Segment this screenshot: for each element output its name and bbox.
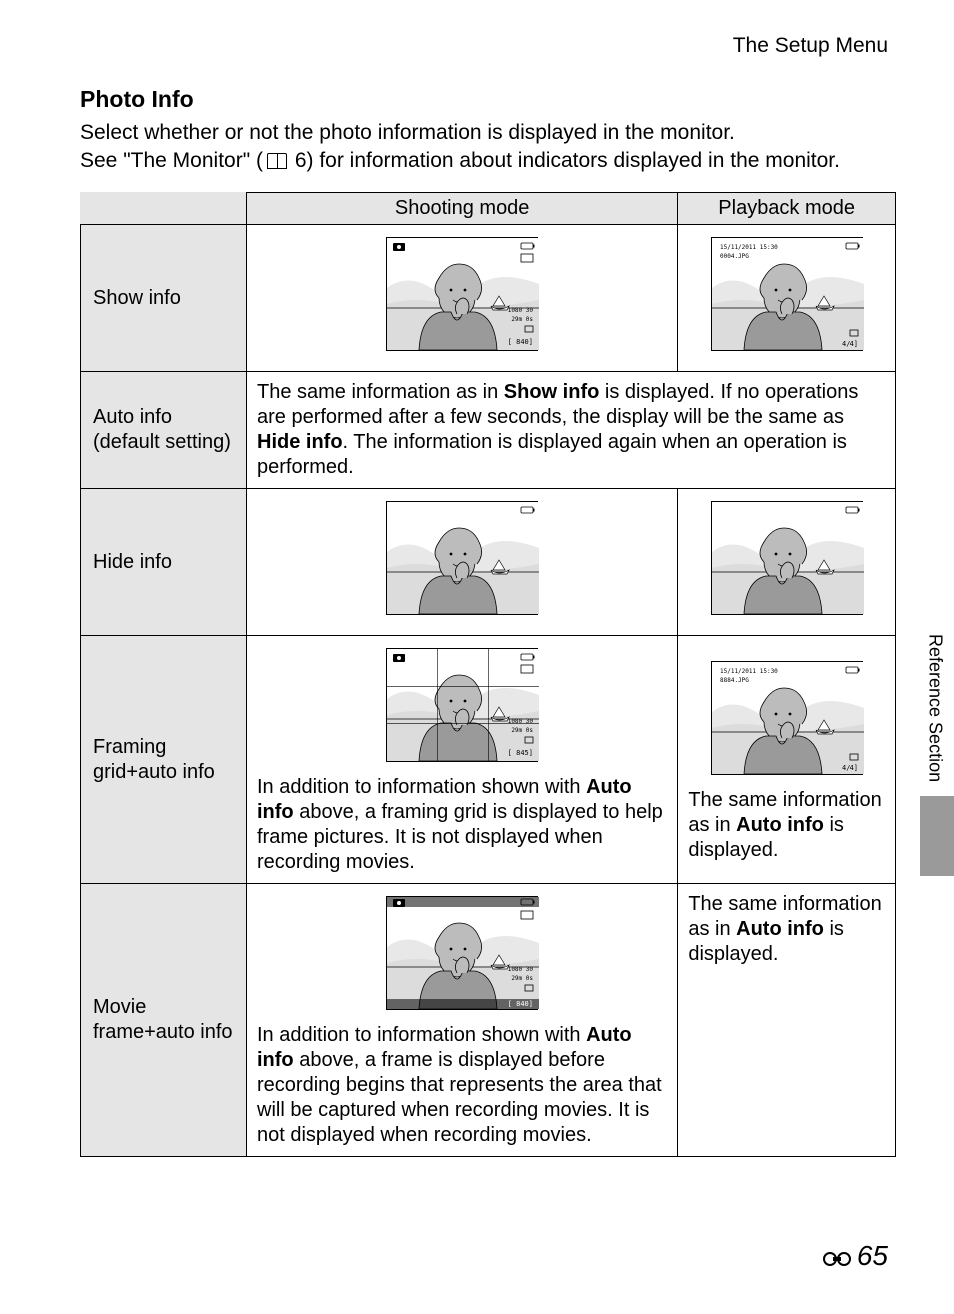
thumb-hide-play bbox=[711, 501, 863, 615]
thumb-hide-shoot bbox=[386, 501, 538, 615]
svg-text:8884.JPG: 8884.JPG bbox=[720, 677, 749, 684]
row-framing-label: Framing grid+auto info bbox=[81, 636, 247, 884]
svg-text:4]: 4] bbox=[849, 764, 857, 772]
hide-info-playback bbox=[678, 488, 896, 636]
intro-line1: Select whether or not the photo informat… bbox=[80, 121, 735, 144]
svg-text:29m 0s: 29m 0s bbox=[511, 727, 533, 734]
row-auto-info-label: Auto info (default setting) bbox=[81, 372, 247, 488]
thumb-show-shoot: 1080 30 29m 0s [ 840] bbox=[386, 237, 538, 351]
svg-text:1080 30: 1080 30 bbox=[508, 718, 534, 725]
movie-shooting: 1080 30 29m 0s [ 840] In addition to inf… bbox=[247, 884, 678, 1157]
mv-l1: Movie bbox=[93, 996, 146, 1018]
row-movie-label: Movie frame+auto info bbox=[81, 884, 247, 1157]
svg-text:[ 840]: [ 840] bbox=[508, 338, 533, 346]
col-playback: Playback mode bbox=[678, 192, 896, 224]
thumb-framing-play: 15/11/2011 15:30 8884.JPG 4/ 4] bbox=[711, 661, 863, 775]
framing-playback: 15/11/2011 15:30 8884.JPG 4/ 4] The same… bbox=[678, 636, 896, 884]
side-block bbox=[920, 796, 954, 876]
col-shooting: Shooting mode bbox=[247, 192, 678, 224]
auto-info-text: The same information as in Show info is … bbox=[247, 372, 896, 488]
auto-l2: (default setting) bbox=[93, 431, 231, 453]
svg-text:1080 30: 1080 30 bbox=[508, 307, 534, 314]
thumb-framing-shoot: 1080 30 29m 0s [ 845] bbox=[386, 648, 538, 762]
svg-text:29m 0s: 29m 0s bbox=[511, 316, 533, 323]
page-icon bbox=[823, 1249, 853, 1269]
intro-line2a: See "The Monitor" ( bbox=[80, 149, 263, 172]
svg-text:[ 845]: [ 845] bbox=[508, 749, 533, 757]
framing-play-caption: The same information as in Auto info is … bbox=[688, 788, 885, 863]
options-table: Shooting mode Playback mode Show info 10… bbox=[80, 192, 896, 1157]
svg-text:[ 840]: [ 840] bbox=[508, 1000, 533, 1008]
fr-l1: Framing bbox=[93, 736, 166, 758]
section-header: The Setup Menu bbox=[80, 34, 896, 58]
thumb-show-play: 15/11/2011 15:30 0004.JPG 4/ 4] bbox=[711, 237, 863, 351]
movie-playback: The same information as in Auto info is … bbox=[678, 884, 896, 1157]
auto-l1: Auto info bbox=[93, 406, 172, 428]
side-section-label: Reference Section bbox=[925, 634, 950, 782]
intro-text: Select whether or not the photo informat… bbox=[80, 119, 896, 176]
movie-play-caption: The same information as in Auto info is … bbox=[688, 892, 885, 967]
page-number-text: 65 bbox=[857, 1240, 888, 1271]
svg-text:1080 30: 1080 30 bbox=[508, 966, 534, 973]
row-show-info-label: Show info bbox=[81, 224, 247, 372]
book-icon bbox=[267, 153, 287, 169]
framing-shoot-caption: In addition to information shown with Au… bbox=[257, 775, 667, 875]
page-title: Photo Info bbox=[80, 86, 896, 113]
intro-ref: 6 bbox=[295, 149, 307, 172]
row-hide-info-label: Hide info bbox=[81, 488, 247, 636]
svg-text:4]: 4] bbox=[849, 340, 857, 348]
svg-text:29m 0s: 29m 0s bbox=[511, 975, 533, 982]
intro-line2b: ) for information about indicators displ… bbox=[307, 149, 840, 172]
side-tab: Reference Section bbox=[920, 634, 954, 876]
hide-info-shooting bbox=[247, 488, 678, 636]
framing-shooting: 1080 30 29m 0s [ 845] In addition to inf… bbox=[247, 636, 678, 884]
thumb-movie-shoot: 1080 30 29m 0s [ 840] bbox=[386, 896, 538, 1010]
svg-text:15/11/2011 15:30: 15/11/2011 15:30 bbox=[720, 668, 778, 675]
movie-shoot-caption: In addition to information shown with Au… bbox=[257, 1023, 667, 1148]
svg-text:15/11/2011 15:30: 15/11/2011 15:30 bbox=[720, 244, 778, 251]
mv-l2: frame+auto info bbox=[93, 1021, 233, 1043]
svg-text:0004.JPG: 0004.JPG bbox=[720, 253, 749, 260]
page-number: 65 bbox=[823, 1240, 888, 1272]
show-info-shooting: 1080 30 29m 0s [ 840] bbox=[247, 224, 678, 372]
show-info-playback: 15/11/2011 15:30 0004.JPG 4/ 4] bbox=[678, 224, 896, 372]
fr-l2: grid+auto info bbox=[93, 761, 215, 783]
